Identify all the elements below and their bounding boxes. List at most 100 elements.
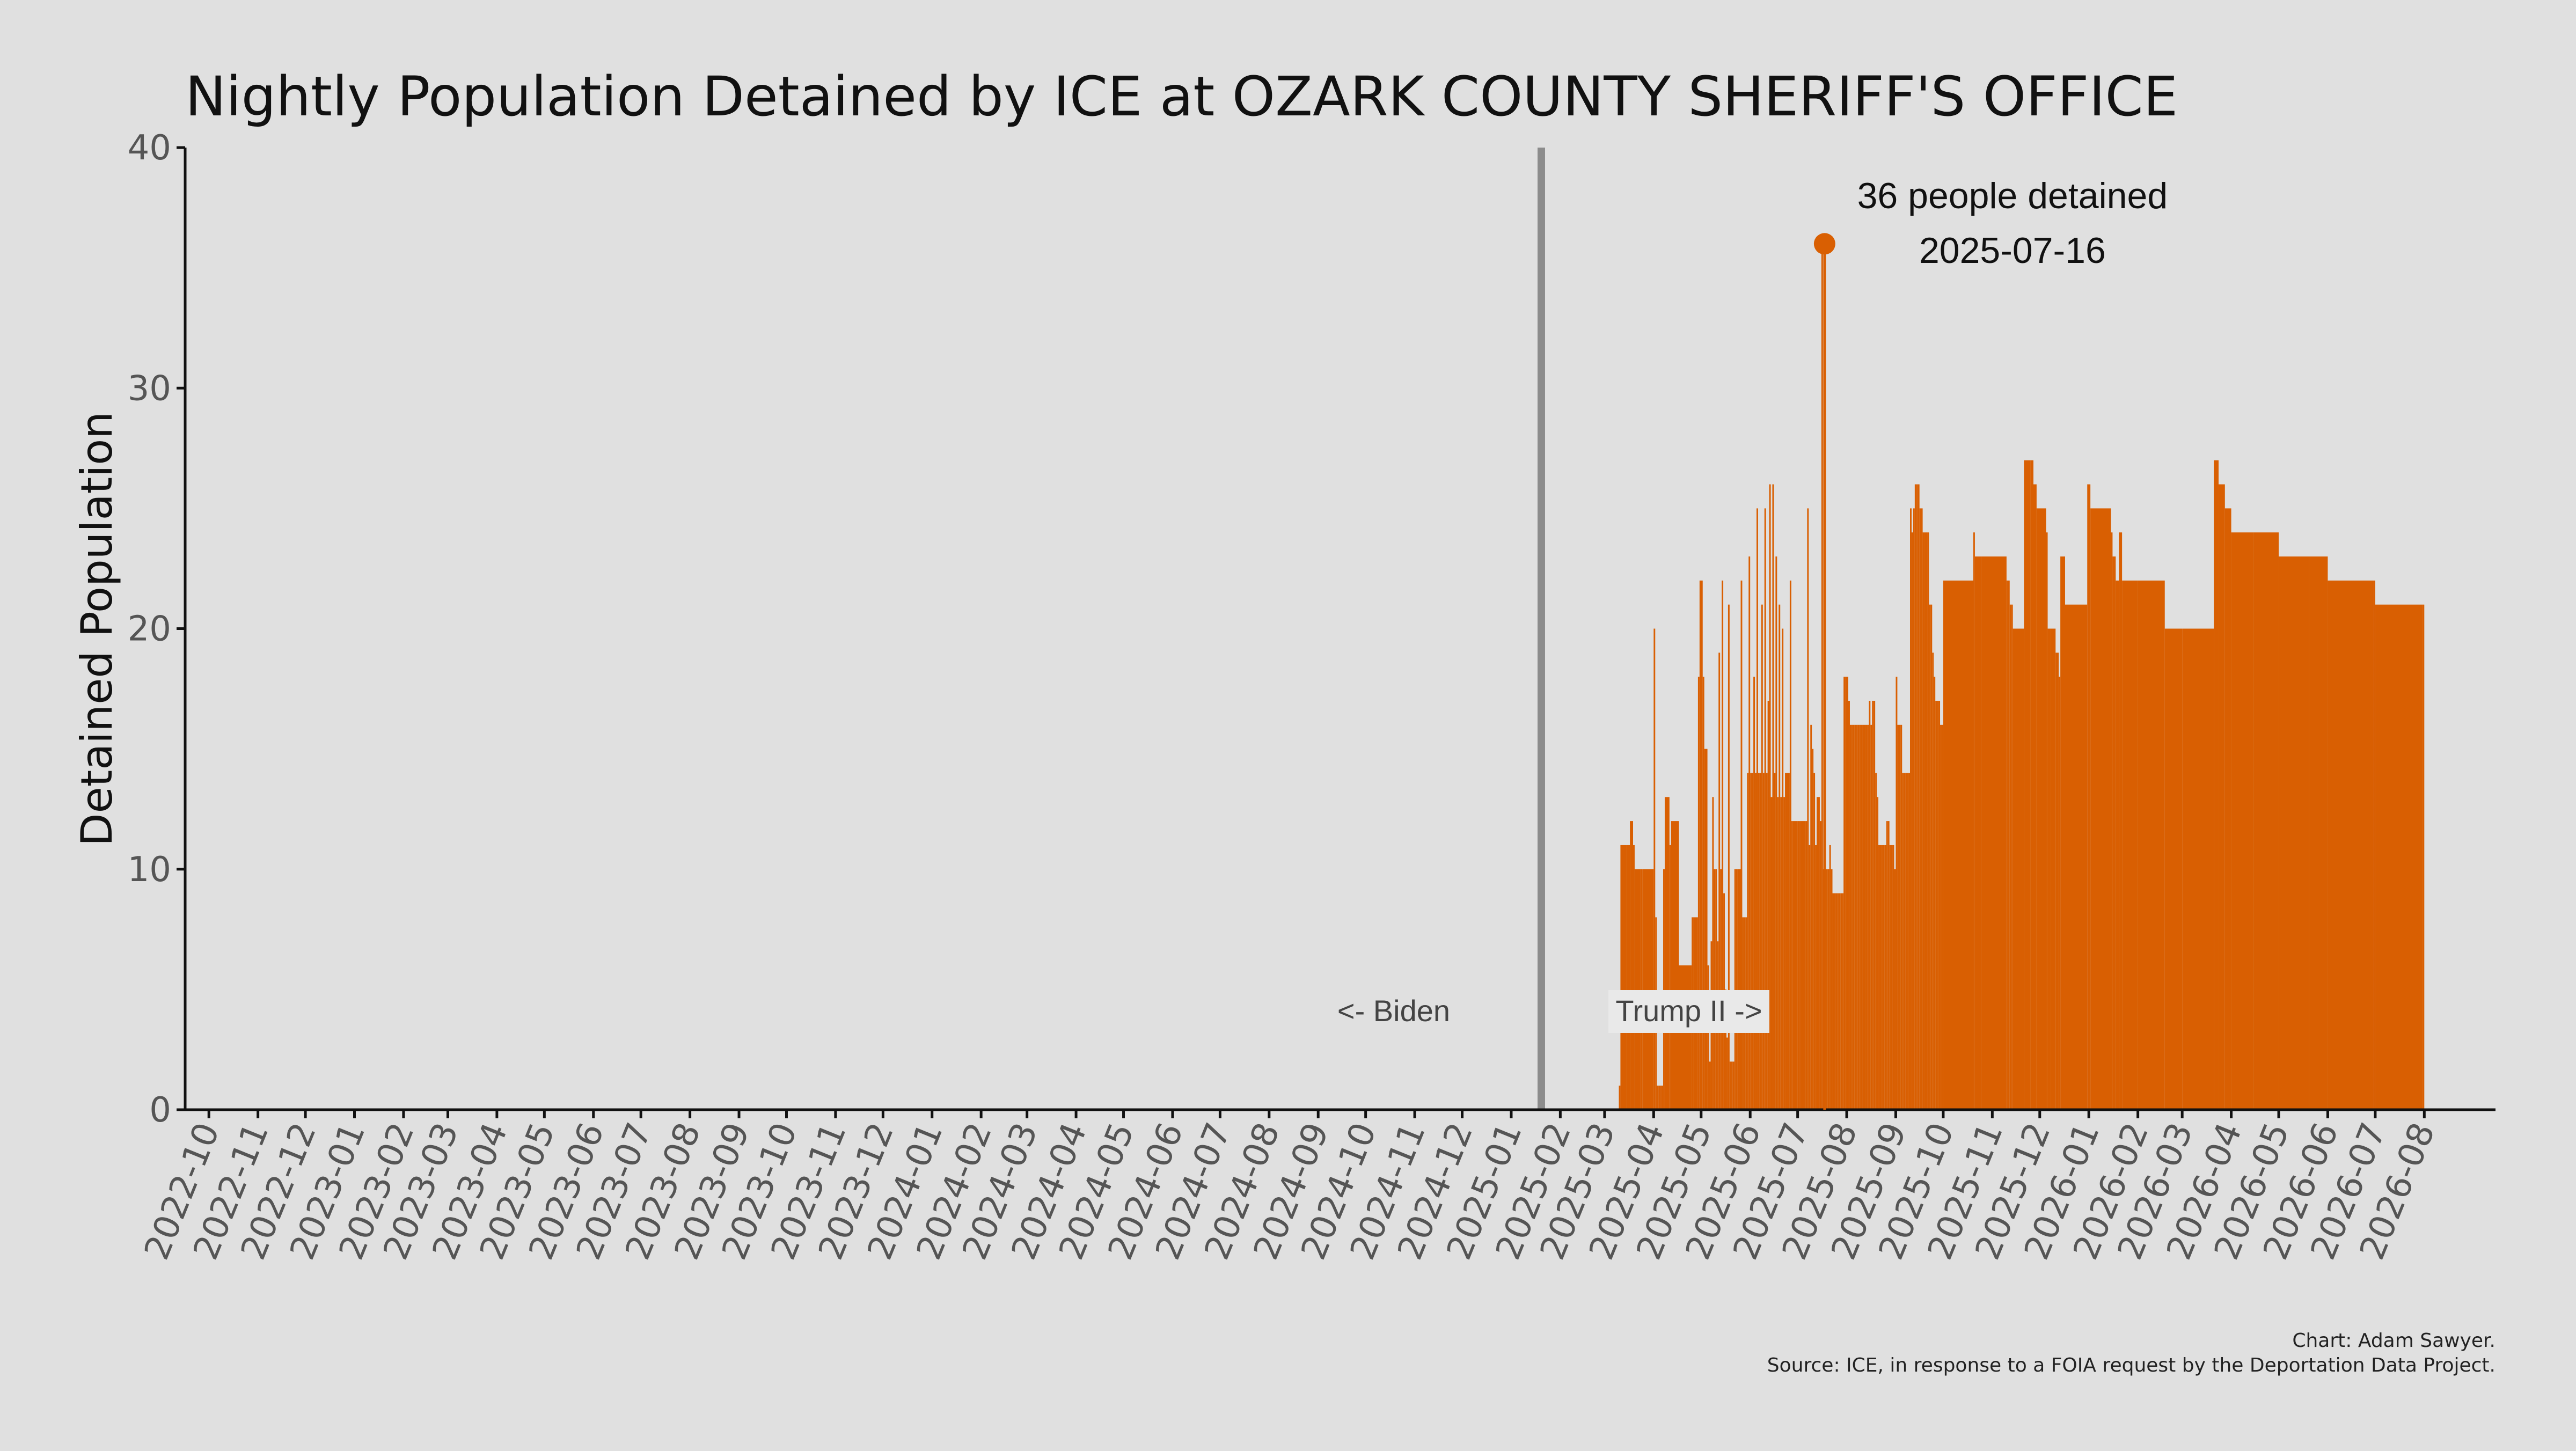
bar — [1913, 508, 1915, 1110]
y-tick-label: 40 — [128, 128, 171, 168]
bar-series — [1619, 244, 2425, 1110]
chart-title: Nightly Population Detained by ICE at OZ… — [185, 65, 2178, 129]
bar — [1884, 845, 1886, 1110]
bar — [1660, 1086, 1662, 1110]
bar — [1752, 773, 1754, 1110]
bar — [1843, 677, 1846, 1110]
y-tick-label: 30 — [128, 369, 171, 408]
bar — [1620, 845, 1627, 1110]
bar — [1943, 580, 1973, 1110]
bar — [1848, 700, 1850, 1110]
bar — [1932, 653, 1934, 1110]
bar — [1837, 893, 1839, 1110]
bar — [1875, 773, 1877, 1110]
bar — [1879, 845, 1882, 1110]
bar — [1619, 1086, 1621, 1110]
bar — [2164, 628, 2183, 1110]
bar — [1734, 869, 1736, 1110]
bar — [1817, 797, 1818, 1110]
bar — [1740, 580, 1743, 1110]
bar — [1753, 677, 1755, 1110]
bar — [2218, 484, 2225, 1110]
bar — [1702, 677, 1704, 1110]
credit-source: Source: ICE, in response to a FOIA reque… — [1767, 1354, 2496, 1376]
bar — [1821, 244, 1823, 1110]
bar — [1770, 797, 1773, 1110]
bar — [1861, 724, 1863, 1110]
bar — [1747, 773, 1749, 1110]
bar — [1904, 773, 1906, 1110]
bar — [1869, 700, 1871, 1110]
bar — [1900, 724, 1902, 1110]
y-axis-label: Detained Population — [72, 412, 122, 846]
bar — [1892, 845, 1894, 1110]
bar — [1889, 845, 1891, 1110]
bar — [1878, 845, 1880, 1110]
bar — [1633, 845, 1635, 1110]
bar — [1864, 724, 1866, 1110]
bar — [2090, 508, 2111, 1110]
bar — [1627, 845, 1630, 1110]
bar — [1782, 628, 1784, 1110]
bar — [1905, 773, 1907, 1110]
bar — [1973, 532, 1975, 1110]
bar — [1916, 484, 1918, 1110]
bar — [1827, 869, 1829, 1110]
bar — [1775, 556, 1777, 1110]
bar — [2309, 556, 2328, 1110]
bar — [1663, 869, 1665, 1110]
bar — [1726, 1037, 1728, 1110]
bar — [1865, 724, 1868, 1110]
bar — [1826, 869, 1828, 1110]
trump-label-background — [1608, 990, 1769, 1033]
bar — [1755, 773, 1757, 1110]
bar — [1832, 893, 1834, 1110]
bar — [1887, 821, 1890, 1110]
bar — [2060, 556, 2065, 1110]
bar — [1634, 869, 1641, 1110]
bar — [1907, 773, 1909, 1110]
bar — [1818, 797, 1820, 1110]
bar — [2055, 653, 2059, 1110]
bar — [2111, 532, 2113, 1110]
peak-marker — [1813, 233, 1835, 255]
bar — [1854, 724, 1856, 1110]
bar — [1671, 821, 1679, 1110]
bar — [2122, 580, 2138, 1110]
peak-annotation-line2: 2025-07-16 — [1919, 230, 2106, 271]
bar — [1758, 773, 1760, 1110]
bar — [1937, 700, 1939, 1110]
bar — [1804, 821, 1806, 1110]
bar — [2051, 628, 2056, 1110]
bar — [2059, 677, 2061, 1110]
bar — [1857, 724, 1860, 1110]
bar — [1780, 797, 1782, 1110]
bar — [1851, 724, 1853, 1110]
bar — [1788, 773, 1790, 1110]
bar — [1642, 869, 1654, 1110]
bar — [1756, 508, 1758, 1110]
bar — [2024, 460, 2031, 1110]
bar — [1834, 893, 1836, 1110]
bar — [1792, 821, 1798, 1110]
bar — [1921, 508, 1923, 1110]
bar — [1653, 628, 1656, 1110]
bar — [1779, 604, 1781, 1110]
bar — [1877, 797, 1879, 1110]
bar — [1911, 532, 1913, 1110]
bar — [1922, 532, 1924, 1110]
bar — [2047, 628, 2051, 1110]
bar — [1862, 724, 1864, 1110]
bar — [1809, 845, 1811, 1110]
bar — [2008, 580, 2010, 1110]
bar — [2224, 508, 2231, 1110]
bar — [1872, 700, 1874, 1110]
trump-label: Trump II -> — [1615, 994, 1762, 1028]
bar — [1739, 869, 1741, 1110]
bar — [2030, 460, 2033, 1110]
bar — [2423, 604, 2425, 1110]
bar — [1783, 797, 1785, 1110]
bar — [1815, 845, 1817, 1110]
bar — [1856, 724, 1858, 1110]
bar — [1810, 724, 1812, 1110]
